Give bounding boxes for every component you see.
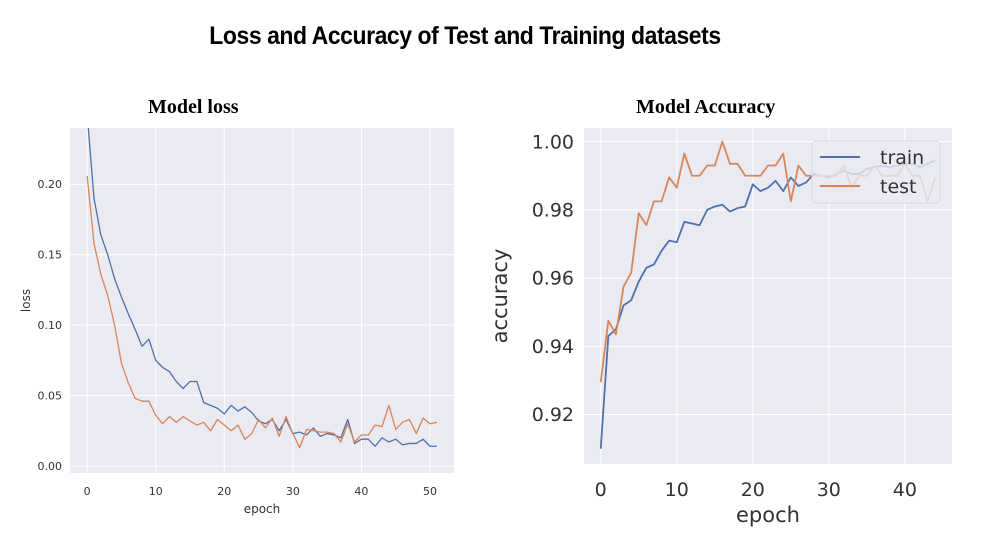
- loss-y-tick-label: 0.10: [38, 319, 63, 332]
- loss-y-tick-label: 0.00: [38, 460, 63, 473]
- accuracy-y-tick-label: 0.94: [532, 336, 574, 358]
- loss-y-tick-label: 0.20: [38, 178, 63, 191]
- loss-train-line: [87, 128, 437, 447]
- loss-y-tick-label: 0.05: [38, 389, 63, 402]
- loss-y-tick-label: 0.15: [38, 249, 63, 262]
- loss-x-tick-label: 40: [354, 485, 368, 498]
- legend-train-label: train: [880, 147, 924, 169]
- accuracy-x-tick-label: 40: [893, 479, 917, 501]
- accuracy-y-tick-label: 1.00: [532, 131, 574, 153]
- accuracy-y-axis-label: accuracy: [488, 249, 512, 344]
- loss-x-tick-label: 10: [149, 485, 163, 498]
- loss-y-axis-label: loss: [19, 289, 33, 312]
- accuracy-x-tick-label: 10: [665, 479, 689, 501]
- loss-chart: 0 10 20 30 40 50 0.00 0.05 0.10 0.15 0.20 epoch loss: [19, 128, 454, 516]
- loss-chart-title: Model loss: [148, 96, 239, 118]
- loss-x-tick-label: 30: [286, 485, 300, 498]
- loss-test-line: [86, 175, 437, 449]
- loss-x-tick-label: 20: [217, 485, 231, 498]
- accuracy-x-axis-label: epoch: [736, 503, 800, 527]
- accuracy-y-tick-label: 0.96: [532, 268, 574, 290]
- loss-x-axis-label: epoch: [244, 502, 281, 516]
- accuracy-x-tick-label: 30: [817, 479, 841, 501]
- accuracy-legend: train test: [811, 140, 941, 204]
- accuracy-chart-title: Model Accuracy: [636, 96, 776, 118]
- accuracy-y-tick-label: 0.92: [532, 404, 574, 426]
- loss-x-tick-label: 50: [423, 485, 437, 498]
- loss-plot-area: [70, 128, 454, 473]
- legend-test-label: test: [880, 176, 917, 198]
- accuracy-chart: 0 10 20 30 40 0.92 0.94 0.96 0.98 1.00 epoch accura…: [488, 128, 952, 527]
- accuracy-y-tick-label: 0.98: [532, 200, 574, 222]
- page-title: Loss and Accuracy of Test and Training d…: [209, 22, 721, 50]
- accuracy-x-tick-label: 0: [595, 479, 607, 501]
- accuracy-x-tick-label: 20: [741, 479, 765, 501]
- loss-x-tick-label: 0: [84, 485, 91, 498]
